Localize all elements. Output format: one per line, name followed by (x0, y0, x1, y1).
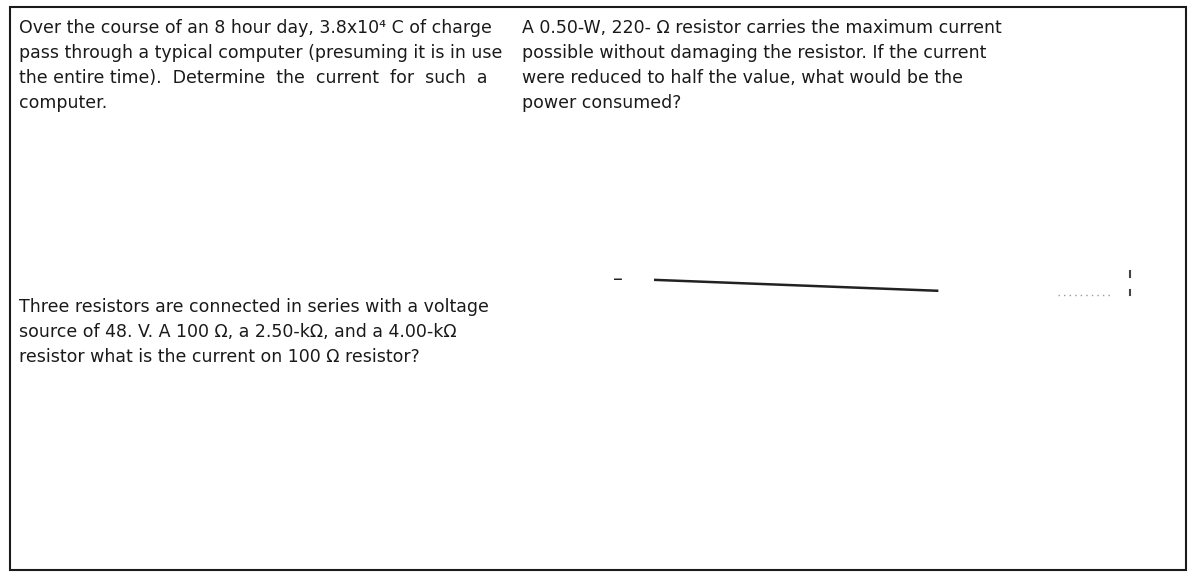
Text: Over the course of an 8 hour day, 3.8x10⁴ C of charge
pass through a typical com: Over the course of an 8 hour day, 3.8x10… (19, 20, 502, 113)
FancyBboxPatch shape (10, 7, 1186, 570)
Text: Three resistors are connected in series with a voltage
source of 48. V. A 100 Ω,: Three resistors are connected in series … (19, 298, 488, 366)
Text: A 0.50-W, 220- Ω resistor carries the maximum current
possible without damaging : A 0.50-W, 220- Ω resistor carries the ma… (522, 20, 1002, 113)
Text: –: – (613, 271, 623, 289)
